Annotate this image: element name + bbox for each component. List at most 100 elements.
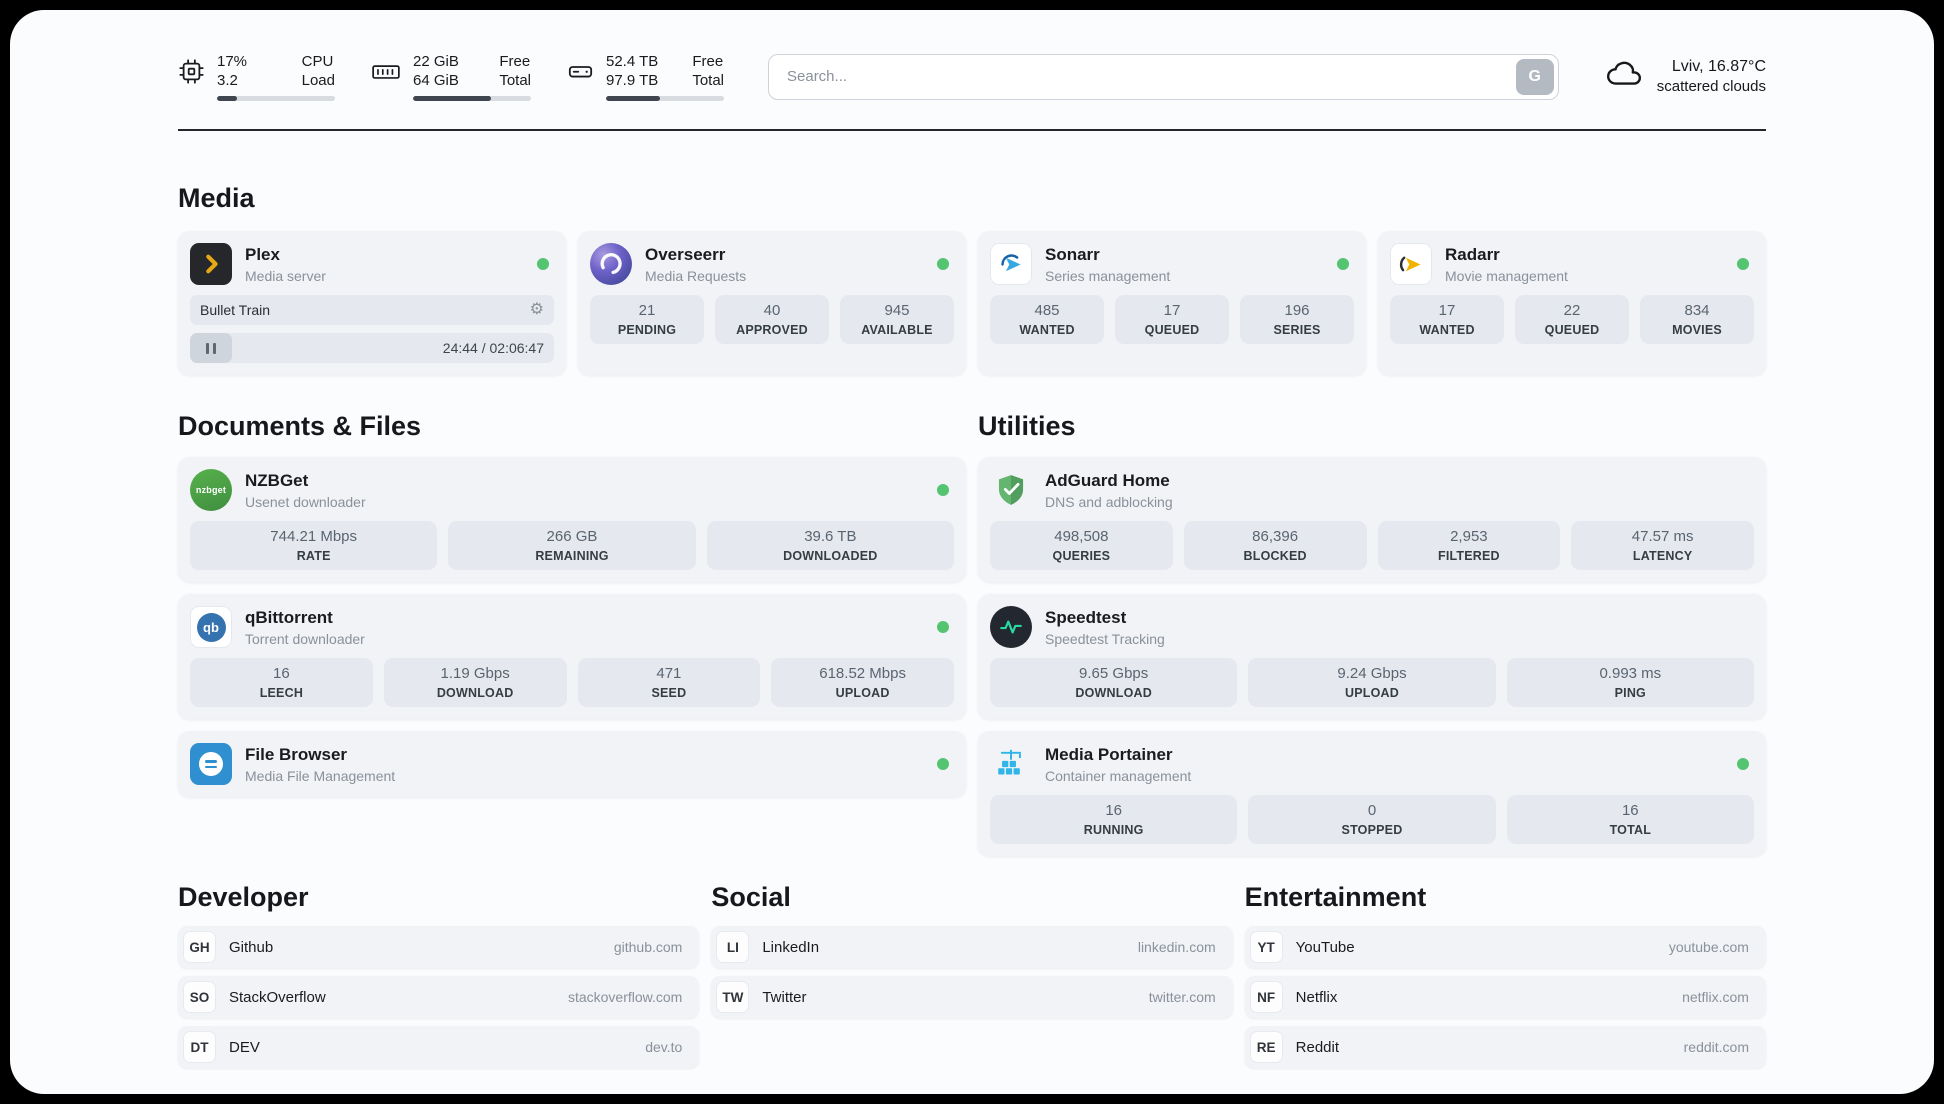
- stat-filtered: 2,953 FILTERED: [1377, 521, 1561, 570]
- status-dot: [1737, 258, 1749, 270]
- filebrowser-icon: [190, 743, 232, 785]
- app-name: NZBGet: [245, 470, 309, 490]
- stat-stopped: 0 STOPPED: [1248, 795, 1496, 844]
- plex-icon: [190, 243, 232, 285]
- adguard-icon: [990, 469, 1032, 511]
- ram-total-value: 64 GiB: [413, 72, 459, 89]
- app-name: Speedtest: [1045, 607, 1127, 627]
- disk-usage-bar-fill: [606, 96, 661, 101]
- app-subtitle: Torrent downloader: [245, 630, 365, 647]
- gear-icon[interactable]: ⚙: [529, 301, 544, 318]
- status-dot: [937, 621, 949, 633]
- app-subtitle: Media File Management: [245, 767, 396, 784]
- app-card-sonarr[interactable]: Sonarr Series management 485 WANTED 17 Q…: [978, 231, 1366, 375]
- overseerr-icon: [590, 243, 632, 285]
- stat-running: 16 RUNNING: [990, 795, 1238, 844]
- now-playing-row: Bullet Train ⚙: [190, 295, 554, 325]
- status-dot: [537, 258, 549, 270]
- stat-pending: 21 PENDING: [590, 295, 704, 344]
- ram-usage-bar-fill: [413, 96, 491, 101]
- stat-seed: 471 SEED: [577, 658, 761, 707]
- ram-icon: [371, 58, 401, 90]
- link-reddit[interactable]: RE Reddit reddit.com: [1244, 1026, 1766, 1068]
- ram-free-label: Free: [499, 53, 531, 70]
- app-card-plex[interactable]: Plex Media server Bullet Train ⚙ 24:44 /…: [178, 231, 566, 375]
- app-card-nzbget[interactable]: nzbget NZBGet Usenet downloader 744.21 M…: [178, 457, 966, 582]
- app-name: Sonarr: [1045, 244, 1100, 264]
- cpu-stat: 17% 3.2 CPU Load: [178, 52, 335, 101]
- ram-usage-bar: [413, 96, 531, 101]
- weather-widget: Lviv, 16.87°C scattered clouds: [1603, 55, 1766, 98]
- system-stats: 17% 3.2 CPU Load: [178, 52, 724, 101]
- disk-total-label: Total: [692, 72, 724, 89]
- dev-badge: DT: [183, 1031, 216, 1063]
- stat-ping: 0.993 ms PING: [1506, 658, 1754, 707]
- app-subtitle: Media server: [245, 267, 326, 284]
- link-linkedin[interactable]: LI LinkedIn linkedin.com: [711, 926, 1233, 968]
- header-divider: [178, 129, 1766, 131]
- weather-condition: scattered clouds: [1656, 78, 1766, 95]
- section-title-utilities: Utilities: [978, 411, 1076, 441]
- linkedin-badge: LI: [716, 931, 750, 963]
- section-title-developer: Developer: [178, 882, 309, 912]
- app-card-adguard[interactable]: AdGuard Home DNS and adblocking 498,508 …: [978, 457, 1766, 582]
- app-card-qbittorrent[interactable]: qb qBittorrent Torrent downloader 16 LEE…: [178, 594, 966, 719]
- app-card-radarr[interactable]: Radarr Movie management 17 WANTED 22 QUE…: [1378, 231, 1766, 375]
- netflix-badge: NF: [1249, 981, 1283, 1013]
- utilities-column: Utilities AdGuard Home: [978, 409, 1766, 856]
- pause-button[interactable]: [190, 333, 232, 363]
- search-engine-button[interactable]: G: [1515, 58, 1554, 95]
- disk-usage-bar: [606, 96, 724, 101]
- link-dev[interactable]: DT DEV dev.to: [178, 1026, 700, 1068]
- stackoverflow-badge: SO: [183, 981, 216, 1013]
- stat-wanted: 485 WANTED: [990, 295, 1104, 344]
- stat-upload: 9.24 Gbps UPLOAD: [1248, 658, 1496, 707]
- status-dot: [1337, 258, 1349, 270]
- now-playing-title: Bullet Train: [200, 302, 271, 318]
- link-stackoverflow[interactable]: SO StackOverflow stackoverflow.com: [178, 976, 700, 1018]
- nzbget-icon: nzbget: [190, 469, 232, 511]
- cpu-load-label: Load: [301, 72, 335, 89]
- player-progress-row[interactable]: 24:44 / 02:06:47: [190, 333, 554, 363]
- stat-leech: 16 LEECH: [190, 658, 373, 707]
- stat-remaining: 266 GB REMAINING: [448, 521, 696, 570]
- reddit-badge: RE: [1249, 1031, 1283, 1063]
- disk-total-value: 97.9 TB: [606, 72, 659, 89]
- stat-downloaded: 39.6 TB DOWNLOADED: [706, 521, 954, 570]
- link-netflix[interactable]: NF Netflix netflix.com: [1244, 976, 1766, 1018]
- link-youtube[interactable]: YT YouTube youtube.com: [1244, 926, 1766, 968]
- stat-blocked: 86,396 BLOCKED: [1183, 521, 1367, 570]
- search-input[interactable]: [768, 53, 1559, 100]
- dashboard-panel: 17% 3.2 CPU Load: [10, 10, 1934, 1094]
- app-card-portainer[interactable]: Media Portainer Container management 16 …: [978, 731, 1766, 856]
- youtube-badge: YT: [1249, 931, 1283, 963]
- status-dot: [937, 258, 949, 270]
- app-card-speedtest[interactable]: Speedtest Speedtest Tracking 9.65 Gbps D…: [978, 594, 1766, 719]
- cpu-icon: [178, 58, 205, 90]
- disk-free-value: 52.4 TB: [606, 53, 659, 70]
- ram-stat: 22 GiB 64 GiB Free Total: [371, 52, 531, 101]
- cpu-usage-bar-fill: [217, 96, 238, 101]
- app-name: Plex: [245, 244, 280, 264]
- app-subtitle: Usenet downloader: [245, 493, 366, 510]
- weather-location: Lviv, 16.87°C: [1671, 58, 1766, 75]
- social-column: Social LI LinkedIn linkedin.com TW Twitt…: [711, 880, 1233, 1026]
- stat-latency: 47.57 ms LATENCY: [1571, 521, 1754, 570]
- section-title-documents: Documents & Files: [178, 411, 422, 441]
- app-card-filebrowser[interactable]: File Browser Media File Management: [178, 731, 966, 797]
- documents-column: Documents & Files nzbget NZBGet Usenet d…: [178, 409, 966, 797]
- cpu-percent: 17%: [217, 53, 248, 70]
- app-subtitle: Container management: [1045, 767, 1192, 784]
- stat-queued: 17 QUEUED: [1115, 295, 1229, 344]
- disk-icon: [567, 58, 594, 90]
- ram-total-label: Total: [499, 72, 531, 89]
- section-title-media: Media: [178, 183, 255, 213]
- player-time: 24:44 / 02:06:47: [442, 340, 544, 356]
- link-github[interactable]: GH Github github.com: [178, 926, 700, 968]
- disk-free-label: Free: [692, 53, 724, 70]
- app-card-overseerr[interactable]: Overseerr Media Requests 21 PENDING 40 A…: [578, 231, 966, 375]
- section-title-entertainment: Entertainment: [1244, 882, 1427, 912]
- link-twitter[interactable]: TW Twitter twitter.com: [711, 976, 1233, 1018]
- stat-download: 9.65 Gbps DOWNLOAD: [990, 658, 1238, 707]
- ram-free-value: 22 GiB: [413, 53, 459, 70]
